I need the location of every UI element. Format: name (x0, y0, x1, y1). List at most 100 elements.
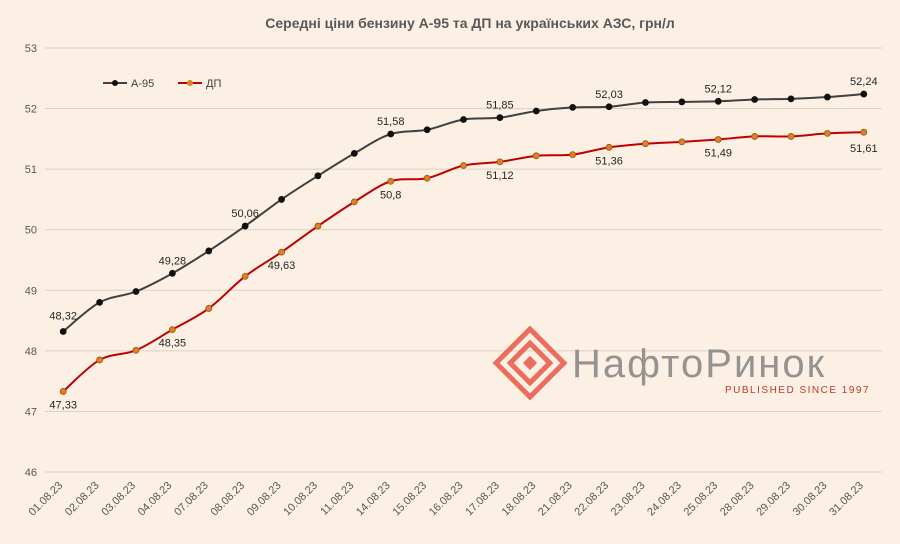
data-point (787, 133, 795, 140)
data-point (387, 130, 395, 138)
x-tick-label: 29.08.23 (754, 480, 793, 519)
x-tick-label: 11.08.23 (318, 480, 356, 518)
naftorynok-logo: НафтоРинок PUBLISHED SINCE 1997 (492, 325, 870, 401)
data-point (714, 136, 722, 143)
data-label: 52,12 (704, 83, 732, 95)
legend-label: А-95 (131, 78, 154, 90)
y-tick-label: 49 (25, 285, 37, 297)
y-tick-label: 48 (25, 346, 37, 358)
series-line-a95 (62, 93, 864, 333)
data-point (496, 114, 504, 122)
x-axis: 01.08.2302.08.2303.08.2304.08.2307.08.23… (27, 480, 866, 519)
x-tick-label: 02.08.23 (63, 480, 102, 519)
data-point (714, 97, 722, 105)
data-label: 48,35 (159, 338, 187, 350)
data-label: 51,85 (486, 100, 514, 112)
data-label: 51,61 (850, 143, 878, 155)
data-label: 49,63 (268, 260, 296, 272)
data-point (678, 138, 686, 146)
y-tick-label: 50 (25, 225, 37, 237)
data-point (460, 162, 467, 169)
data-point (678, 98, 686, 106)
x-tick-label: 18.08.23 (500, 480, 539, 519)
data-point (168, 326, 176, 334)
legend-marker (112, 80, 118, 86)
data-point (751, 133, 759, 140)
data-point (278, 248, 285, 256)
data-point (642, 99, 649, 106)
data-point (314, 222, 322, 230)
data-point (59, 388, 67, 395)
y-tick-label: 51 (25, 164, 37, 176)
x-tick-label: 24.08.23 (645, 480, 684, 519)
x-tick-label: 07.08.23 (172, 480, 211, 519)
x-tick-label: 08.08.23 (209, 480, 248, 519)
data-point (423, 126, 431, 134)
data-label: 47,33 (49, 399, 77, 411)
legend: А-95 ДП (103, 78, 221, 90)
data-point (532, 152, 540, 160)
legend-label: ДП (206, 78, 221, 90)
gridlines (45, 47, 882, 473)
data-point (532, 107, 540, 115)
x-tick-label: 31.08.23 (827, 480, 866, 519)
data-point (860, 90, 868, 98)
data-point (787, 95, 795, 103)
data-label: 50,06 (231, 208, 259, 220)
data-point (241, 222, 249, 230)
data-point (751, 96, 759, 103)
data-label: 51,36 (595, 155, 623, 167)
x-tick-label: 01.08.23 (27, 480, 66, 519)
y-tick-label: 53 (25, 43, 37, 55)
x-tick-label: 15.08.23 (390, 480, 429, 519)
x-tick-label: 28.08.23 (718, 480, 757, 519)
chart-title: Середні ціни бензину А-95 та ДП на украї… (265, 15, 674, 31)
x-tick-label: 25.08.23 (682, 480, 721, 519)
legend-marker (187, 80, 193, 86)
data-point (241, 272, 249, 280)
data-point (59, 328, 67, 335)
data-point (96, 298, 103, 306)
data-label: 52,24 (850, 76, 878, 88)
data-point (642, 140, 649, 148)
data-point (132, 346, 140, 354)
data-point (569, 103, 577, 111)
data-label: 52,03 (595, 89, 623, 101)
data-point (860, 128, 868, 136)
data-label: 50,8 (380, 189, 401, 201)
x-tick-label: 17.08.23 (463, 480, 502, 519)
data-label: 51,58 (377, 116, 405, 128)
data-point (605, 103, 613, 111)
data-point (824, 93, 831, 101)
data-point (350, 149, 358, 157)
data-label: 51,12 (486, 170, 514, 182)
data-point (96, 356, 103, 364)
x-tick-label: 14.08.23 (354, 480, 393, 519)
series-group (59, 90, 868, 395)
x-tick-label: 04.08.23 (136, 480, 175, 519)
x-tick-label: 23.08.23 (609, 480, 648, 519)
data-point (168, 269, 176, 277)
y-axis: 46 47 48 49 50 51 52 53 (25, 43, 37, 479)
data-point (205, 305, 213, 312)
data-point (350, 198, 358, 206)
data-label: 49,28 (159, 255, 187, 267)
logo-tagline: PUBLISHED SINCE 1997 (725, 385, 870, 396)
y-tick-label: 52 (25, 104, 37, 116)
logo-emblem-icon (492, 325, 568, 401)
data-labels: 48,32 49,28 50,06 51,58 51,85 52,03 52,12 52,24… (49, 76, 877, 411)
data-point (460, 116, 467, 123)
y-tick-label: 46 (25, 467, 37, 479)
data-point (314, 172, 322, 180)
data-point (278, 196, 285, 203)
data-point (205, 247, 213, 255)
data-point (824, 130, 831, 137)
data-point (423, 174, 431, 182)
y-tick-label: 47 (25, 406, 37, 418)
data-point (387, 177, 395, 185)
data-point (605, 143, 613, 151)
x-tick-label: 09.08.23 (245, 480, 284, 519)
x-tick-label: 03.08.23 (99, 480, 138, 519)
x-tick-label: 21.08.23 (536, 480, 575, 519)
